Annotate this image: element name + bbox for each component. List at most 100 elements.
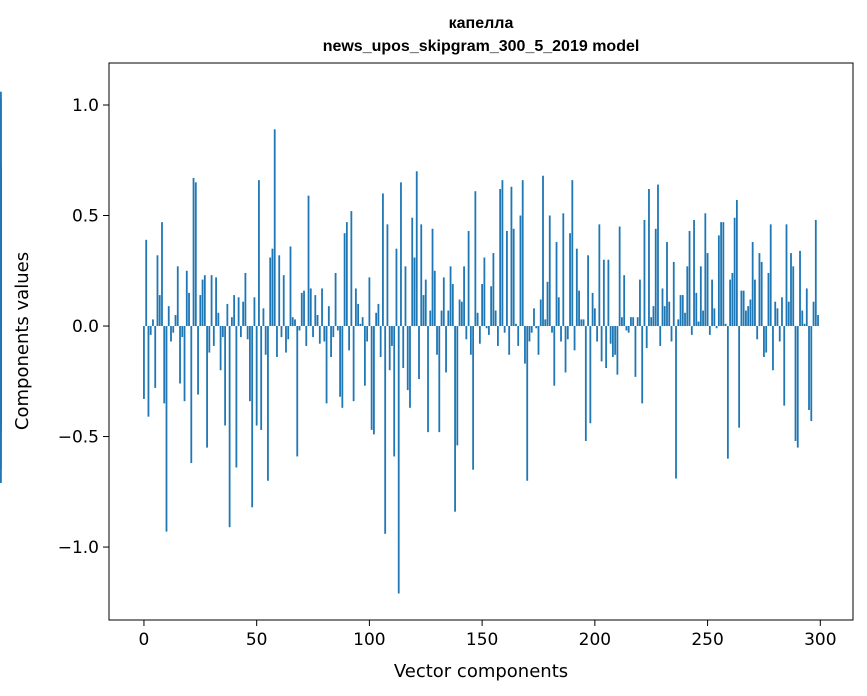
bar-212 xyxy=(621,317,623,327)
x-tick-label: 50 xyxy=(246,630,268,650)
bar-248 xyxy=(702,310,704,327)
bar-251 xyxy=(708,326,711,335)
bar-7 xyxy=(158,295,161,327)
bar-236 xyxy=(675,326,677,479)
bar-94 xyxy=(354,288,357,327)
bar-106 xyxy=(382,193,384,327)
bar-160 xyxy=(503,326,506,333)
bar-265 xyxy=(740,290,743,327)
bar-13 xyxy=(172,326,175,333)
bar-167 xyxy=(519,215,522,327)
bar-266 xyxy=(742,290,745,327)
bar-169 xyxy=(524,326,526,364)
bar-285 xyxy=(785,224,788,327)
bar-114 xyxy=(400,182,402,327)
x-tick-label: 250 xyxy=(691,630,723,650)
bar-97 xyxy=(361,317,364,327)
bar-174 xyxy=(535,326,538,329)
bar-0 xyxy=(143,326,145,399)
bar-180 xyxy=(548,215,551,327)
bar-146 xyxy=(472,326,475,470)
bar-202 xyxy=(598,224,601,327)
bar-132 xyxy=(440,310,443,327)
bar-88 xyxy=(341,326,344,408)
bar-215 xyxy=(627,326,630,333)
bar-104 xyxy=(377,303,380,327)
y-tick-label: 0.0 xyxy=(72,317,99,337)
bar-17 xyxy=(181,326,184,338)
bar-263 xyxy=(735,200,738,327)
bar-11 xyxy=(167,306,170,327)
bar-49 xyxy=(253,297,256,327)
bar-108 xyxy=(386,224,389,327)
bar-246 xyxy=(697,321,700,327)
bar-197 xyxy=(587,255,589,327)
bar-272 xyxy=(756,326,759,340)
bar-48 xyxy=(251,326,254,508)
bar-24 xyxy=(197,326,199,395)
bar-19 xyxy=(185,270,188,327)
bar-65 xyxy=(289,246,292,327)
bar-83 xyxy=(330,326,332,357)
bar-81 xyxy=(325,326,328,404)
bar-267 xyxy=(745,310,747,327)
bar-280 xyxy=(774,301,777,327)
bar-211 xyxy=(618,226,621,327)
bar-103 xyxy=(375,312,378,327)
bar-198 xyxy=(589,326,592,424)
bar-188 xyxy=(566,326,569,340)
bar-145 xyxy=(469,326,472,355)
bar-50 xyxy=(255,326,258,426)
bar-40 xyxy=(233,295,236,327)
y-axis-ticks: −1.0 −0.5 0.0 0.5 1.0 xyxy=(58,96,109,558)
bar-8 xyxy=(161,222,163,327)
bar-162 xyxy=(508,326,511,355)
bar-168 xyxy=(521,180,524,327)
bar-undefined xyxy=(0,326,2,353)
bar-222 xyxy=(643,219,646,327)
x-tick-label: 0 xyxy=(139,630,150,650)
bar-179 xyxy=(546,281,549,327)
bar-190 xyxy=(571,180,574,327)
bar-15 xyxy=(176,266,179,327)
bar-247 xyxy=(699,266,702,327)
bar-126 xyxy=(427,326,429,433)
bar-9 xyxy=(163,326,166,404)
bar-249 xyxy=(704,213,707,327)
bar-27 xyxy=(203,275,206,327)
bar-166 xyxy=(517,326,520,346)
bar-5 xyxy=(154,326,157,388)
bar-4 xyxy=(152,319,154,327)
bar-100 xyxy=(368,277,371,327)
bar-275 xyxy=(763,326,765,357)
bar-273 xyxy=(758,253,761,327)
bar-131 xyxy=(438,326,441,433)
bar-170 xyxy=(526,326,529,481)
bar-54 xyxy=(264,326,267,355)
bar-63 xyxy=(285,326,287,353)
bar-205 xyxy=(605,326,608,369)
bar-85 xyxy=(334,272,337,327)
bar-239 xyxy=(681,295,684,327)
bar-153 xyxy=(487,326,490,335)
bar-110 xyxy=(391,326,393,346)
bar-242 xyxy=(688,230,691,327)
bar-42 xyxy=(237,297,240,327)
bar-62 xyxy=(282,275,285,327)
bar-187 xyxy=(564,326,567,373)
bar-184 xyxy=(557,297,560,327)
bar-75 xyxy=(312,326,314,338)
bar-41 xyxy=(235,326,238,468)
bar-141 xyxy=(460,301,463,327)
bar-52 xyxy=(260,326,263,430)
bar-undefined xyxy=(0,321,2,327)
bar-23 xyxy=(194,182,197,327)
bar-129 xyxy=(433,270,436,327)
bar-46 xyxy=(246,326,249,340)
bar-234 xyxy=(670,326,673,342)
bar-66 xyxy=(291,317,294,327)
bar-286 xyxy=(787,301,790,327)
bar-18 xyxy=(183,326,186,402)
y-tick-label: 0.5 xyxy=(72,207,99,227)
bar-158 xyxy=(499,188,502,327)
